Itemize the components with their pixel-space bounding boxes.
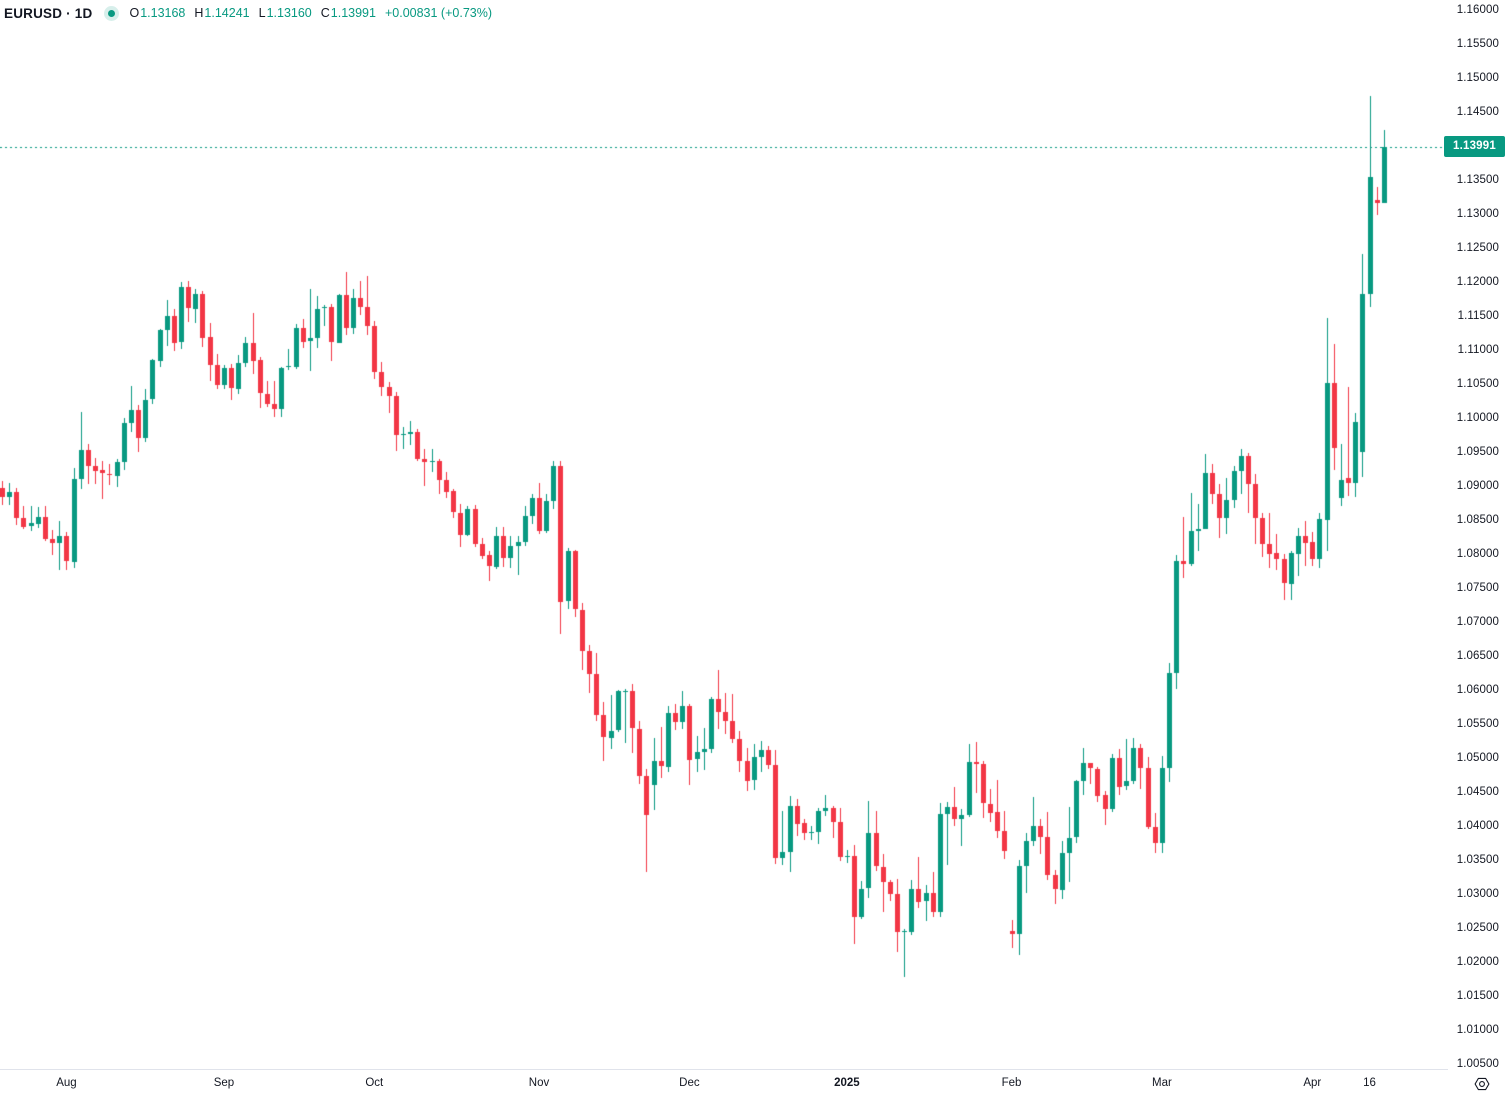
price-tick-label: 1.03000 [1456,888,1499,900]
price-tick-label: 1.01000 [1456,1024,1499,1036]
time-tick-label: Nov [528,1077,550,1089]
high-value: 1.14241 [204,6,250,20]
close-label: C [320,6,330,20]
symbol-title[interactable]: EURUSD · 1D [4,5,93,21]
low-label: L [258,6,266,20]
time-tick-label: Mar [1152,1077,1172,1089]
price-tick-label: 1.00500 [1456,1058,1499,1070]
price-tick-label: 1.11500 [1457,310,1499,322]
price-tick-label: 1.07000 [1456,616,1499,628]
price-tick-label: 1.02500 [1456,922,1499,934]
price-tick-label: 1.15000 [1456,72,1499,84]
price-axis[interactable]: 1.13991 1.16000 1.15500 1.15000 1.14500 1.13… [1444,0,1505,1070]
price-tick-label: 1.16000 [1456,4,1499,16]
price-tick-label: 1.05000 [1456,752,1499,764]
change-value: +0.00831 (+0.73%) [384,6,492,20]
time-tick-label: Feb [1001,1077,1022,1089]
open-label: O [129,6,140,20]
open-value: 1.13168 [140,6,186,20]
symbol-legend: EURUSD · 1D O 1.13168 H 1.14241 L 1.13160 C… [4,3,492,23]
price-tick-label: 1.06000 [1456,684,1499,696]
time-tick-label: 2025 [834,1077,860,1089]
price-tick-label: 1.04500 [1456,786,1499,798]
price-tick-label: 1.12500 [1456,242,1499,254]
price-tick-label: 1.09500 [1456,446,1499,458]
time-tick-label: 16 [1363,1077,1376,1089]
price-tick-label: 1.14500 [1456,106,1499,118]
time-tick-label: Sep [213,1077,235,1089]
price-tick-label: 1.10500 [1456,378,1499,390]
price-tick-label: 1.08000 [1456,548,1499,560]
axis-settings-icon[interactable] [1473,1075,1491,1093]
high-label: H [194,6,204,20]
price-tick-label: 1.05500 [1456,718,1499,730]
market-status-icon[interactable] [108,9,116,17]
time-tick-label: Dec [679,1077,700,1089]
candlestick-chart[interactable] [0,0,1448,1069]
price-tick-label: 1.08500 [1456,514,1499,526]
ohlc-values: O 1.13168 H 1.14241 L 1.13160 C 1.13991 +0.0… [129,6,492,20]
price-tick-label: 1.06500 [1456,650,1499,662]
time-axis[interactable]: Aug Sep Oct Nov Dec 2025 Feb Mar Apr 16 [0,1070,1505,1097]
time-axis-separator [0,1069,1448,1070]
price-tick-label: 1.03500 [1456,854,1499,866]
price-tick-label: 1.12000 [1456,276,1499,288]
price-tick-label: 1.13000 [1456,208,1499,220]
price-tick-label: 1.01500 [1456,990,1499,1002]
price-tick-label: 1.09000 [1456,480,1499,492]
price-tick-label: 1.07500 [1456,582,1499,594]
time-tick-label: Apr [1303,1077,1322,1089]
close-value: 1.13991 [330,6,376,20]
price-tick-label: 1.13500 [1456,174,1499,186]
price-tick-label: 1.15500 [1456,38,1499,50]
low-value: 1.13160 [266,6,312,20]
price-tick-label: 1.02000 [1456,956,1499,968]
price-tick-label: 1.10000 [1456,412,1499,424]
current-price-label: 1.13991 [1444,136,1505,158]
price-tick-label: 1.11000 [1457,344,1499,356]
price-tick-label: 1.04000 [1456,820,1499,832]
time-tick-label: Aug [56,1077,77,1089]
time-tick-label: Oct [365,1077,384,1089]
